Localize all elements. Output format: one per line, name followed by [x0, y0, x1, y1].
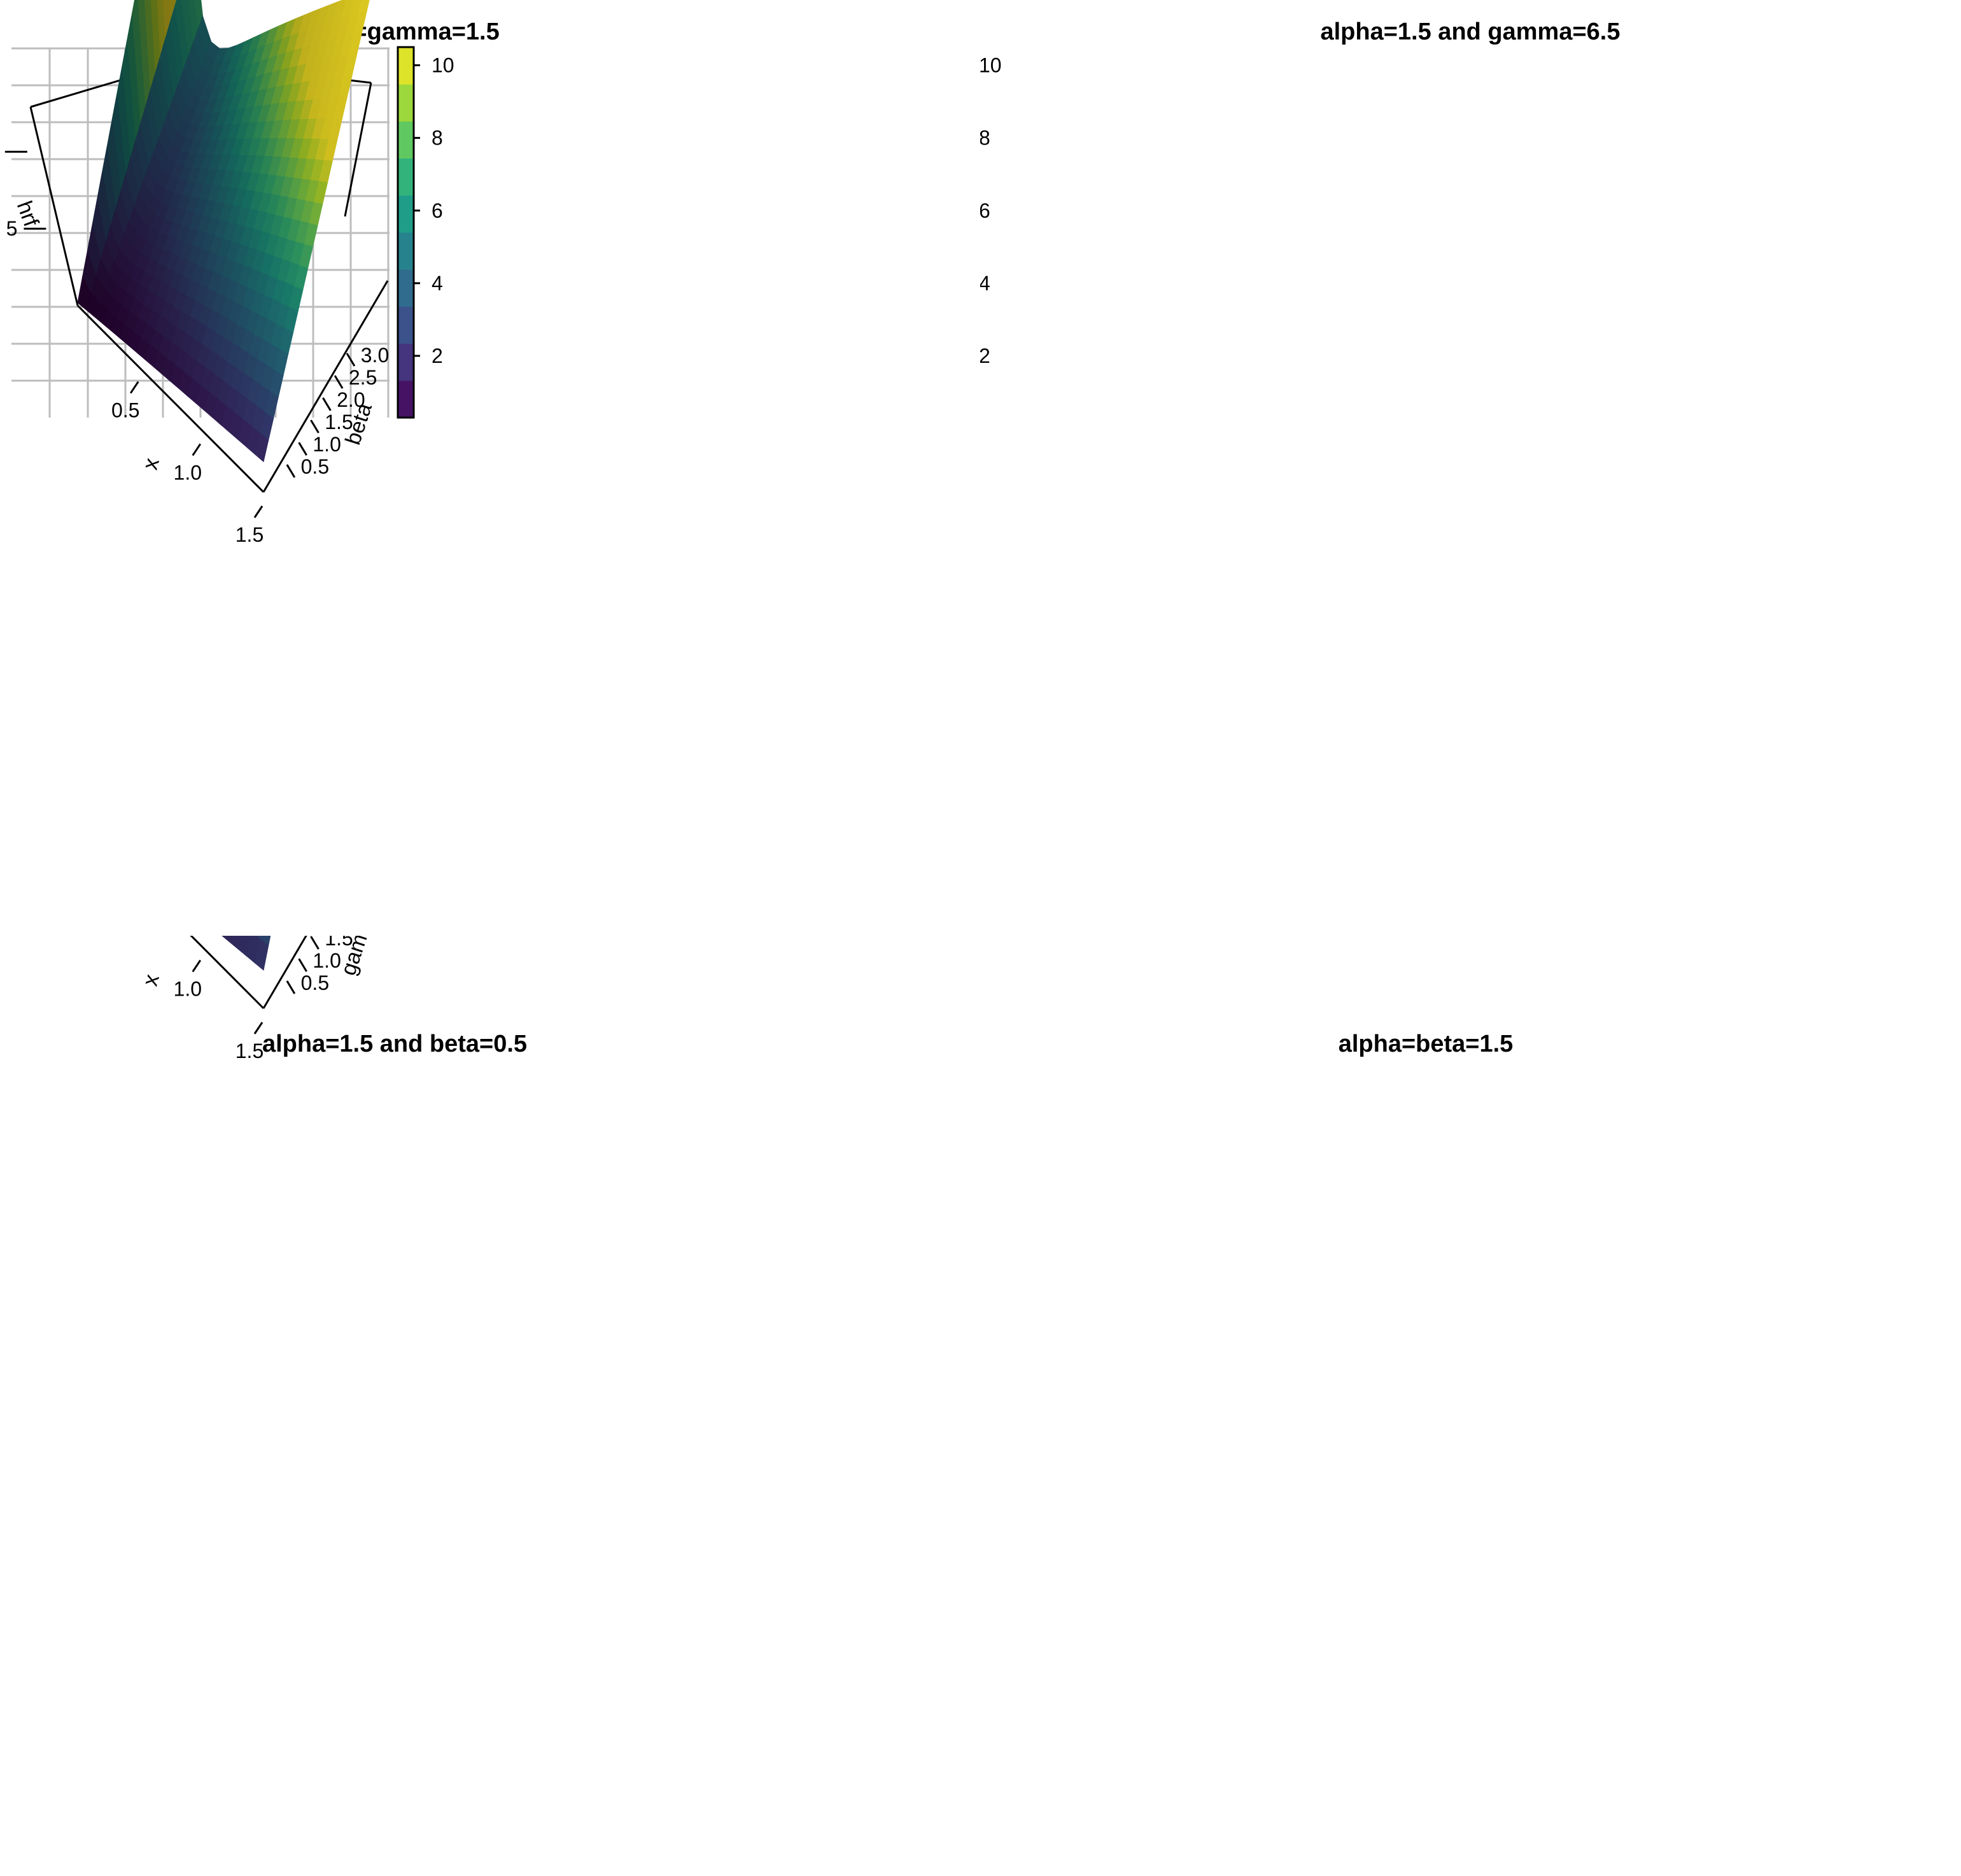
x-axis: 0.5 1.0 1.5	[111, 381, 264, 546]
x-tick-label: 0.5	[111, 936, 139, 938]
colorbar: 2 4 6 8 10	[944, 46, 1002, 419]
colorbar-band	[398, 121, 414, 159]
z-axis: 510	[4, 150, 46, 240]
chart-title: alpha=beta=1.5	[1339, 1031, 1514, 1057]
y-tick-label: 2.0	[337, 388, 365, 411]
colorbar-tick-label: 4	[980, 272, 990, 295]
box-front-edge	[76, 304, 265, 493]
y-tick-mark	[310, 936, 320, 950]
x-axis: 0.5 1.0 1.5	[111, 897, 264, 1062]
colorbar-tick-label: 8	[432, 127, 443, 150]
x-axis-label: x	[138, 456, 164, 472]
y-tick-label: 0.5	[301, 455, 329, 478]
colorbar-band	[398, 158, 414, 196]
surface-chart-3: alpha=1.5 and beta=0.5 0.51.01.5x0.51.01…	[0, 147, 527, 1062]
chart-title: alpha=1.5 and gamma=6.5	[1320, 18, 1620, 45]
colorbar-band	[398, 306, 414, 344]
colorbar-tick-label: 10	[980, 54, 1002, 77]
x-tick-mark	[192, 959, 202, 973]
chart-panel-4: alpha=beta=1.5 0.51.01.5x0.51.01.52.02.5…	[513, 351, 1960, 1873]
x-tick-mark	[129, 381, 139, 394]
colorbar-tick-label: 4	[432, 272, 443, 295]
colorbar-tick-label: 8	[980, 127, 990, 150]
x-tick-mark	[192, 443, 202, 456]
y-tick-mark	[298, 442, 307, 456]
box-right-edge	[344, 82, 372, 217]
colorbar-band	[398, 84, 414, 122]
y-tick-label: 1.0	[313, 949, 341, 972]
colorbar-tick-label: 10	[432, 54, 454, 77]
chart-panel-2: alpha=1.5 and gamma=6.5 0.51.01.5x0.51.0…	[523, 0, 1960, 936]
x-tick-mark	[253, 505, 264, 518]
y-tick-mark	[286, 980, 296, 994]
surface-facet	[255, 432, 269, 463]
chart-panel-3: alpha=1.5 and beta=0.5 0.51.01.5x0.51.01…	[0, 147, 980, 1873]
x-tick-label: 1.5	[235, 523, 264, 546]
x-tick-mark	[253, 1022, 264, 1034]
colorbar-band	[398, 195, 414, 233]
surface-chart-2: alpha=1.5 and gamma=6.5 0.51.01.5x0.51.0…	[523, 0, 1620, 546]
z-tick-label: 5	[6, 217, 18, 240]
x-axis-label: x	[138, 972, 164, 989]
box-right-front-edge	[262, 280, 389, 493]
colorbar-band	[398, 232, 414, 270]
colorbar: 2 4 6 8 10	[397, 46, 454, 419]
colorbar-band	[398, 380, 414, 418]
y-tick-mark	[322, 397, 332, 411]
chart-panel-1: alpha=gamma=1.5 0.5 1.0 1.5 x 0.5 1.0 1.5 2.0 2.…	[0, 0, 980, 936]
x-tick-label: 1.0	[174, 461, 202, 484]
y-tick-label: 3.0	[361, 344, 389, 367]
box-left-edge	[29, 106, 79, 306]
y-tick-mark	[286, 464, 296, 478]
colorbar-tick-label: 2	[980, 344, 990, 367]
hrf-surface	[77, 0, 370, 463]
colorbar-band	[398, 47, 414, 85]
colorbar-tick-label: 6	[980, 199, 990, 222]
y-tick-label: 1.0	[313, 433, 341, 456]
y-tick-mark	[310, 420, 320, 434]
y-tick-mark	[346, 353, 356, 367]
colorbar-tick-label: 2	[432, 344, 443, 367]
y-tick-label: 2.5	[349, 366, 377, 389]
surface-chart-4: alpha=beta=1.5 0.51.01.5x0.51.01.52.02.5…	[513, 351, 1514, 1062]
x-tick-label: 0.5	[111, 399, 139, 422]
y-tick-label: 1.5	[325, 411, 353, 434]
colorbar-tick-label: 6	[432, 199, 443, 222]
colorbar-band	[398, 343, 414, 381]
y-tick-label: 0.5	[301, 971, 329, 994]
surface-chart-1: alpha=gamma=1.5 0.51.01.5x 0.51.01.52.02.…	[4, 0, 500, 546]
colorbar-frame	[397, 46, 415, 419]
x-tick-label: 1.0	[174, 977, 202, 1000]
y-axis: 0.51.01.52.02.53.0	[286, 344, 389, 478]
y-tick-mark	[334, 375, 344, 389]
colorbar-band	[398, 269, 414, 307]
y-tick-mark	[298, 958, 307, 972]
surface-facet	[255, 938, 269, 971]
chart-title: alpha=1.5 and beta=0.5	[262, 1031, 527, 1057]
x-tick-label: 1.5	[235, 1040, 264, 1062]
